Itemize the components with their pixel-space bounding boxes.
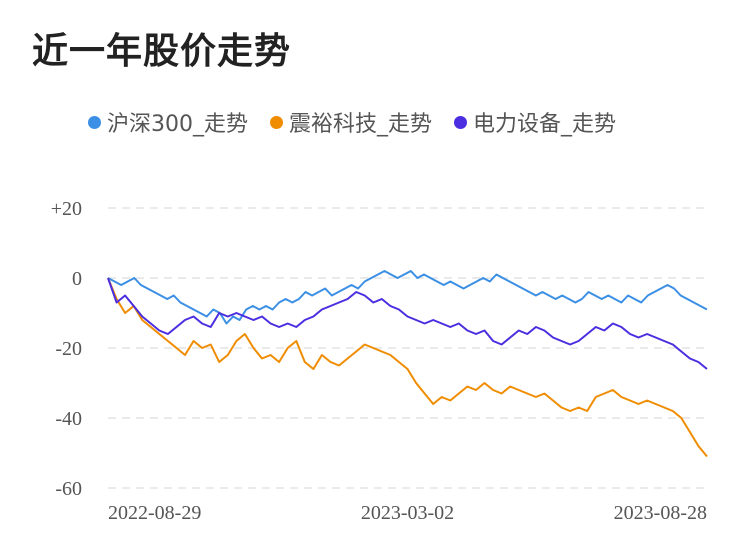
y-tick-label: -40 bbox=[55, 408, 82, 430]
x-tick-label: 2022-08-29 bbox=[108, 502, 201, 524]
x-tick-label: 2023-03-02 bbox=[361, 502, 454, 524]
series-line-0 bbox=[107, 270, 708, 325]
legend-item-power-equipment[interactable]: 电力设备_走势 bbox=[454, 106, 616, 138]
legend: 沪深300_走势 震裕科技_走势 电力设备_走势 bbox=[88, 106, 616, 138]
x-tick-label: 2023-08-28 bbox=[614, 502, 707, 524]
y-tick-label: -20 bbox=[55, 338, 82, 360]
legend-label: 电力设备_走势 bbox=[473, 112, 617, 137]
legend-item-zhenyu[interactable]: 震裕科技_走势 bbox=[270, 106, 432, 138]
series-line-1 bbox=[107, 277, 708, 458]
legend-dot-icon bbox=[88, 115, 101, 129]
legend-dot-icon bbox=[454, 115, 468, 129]
series-line-2 bbox=[107, 277, 708, 370]
legend-item-hs300[interactable]: 沪深300_走势 bbox=[88, 106, 248, 138]
y-tick-label: -60 bbox=[55, 478, 82, 500]
legend-dot-icon bbox=[270, 115, 283, 129]
chart-title: 近一年股价走势 bbox=[32, 31, 292, 72]
y-tick-label: +20 bbox=[51, 198, 82, 220]
legend-label: 沪深300_走势 bbox=[107, 112, 248, 137]
y-tick-label: 0 bbox=[72, 268, 82, 290]
legend-label: 震裕科技_走势 bbox=[289, 112, 433, 137]
